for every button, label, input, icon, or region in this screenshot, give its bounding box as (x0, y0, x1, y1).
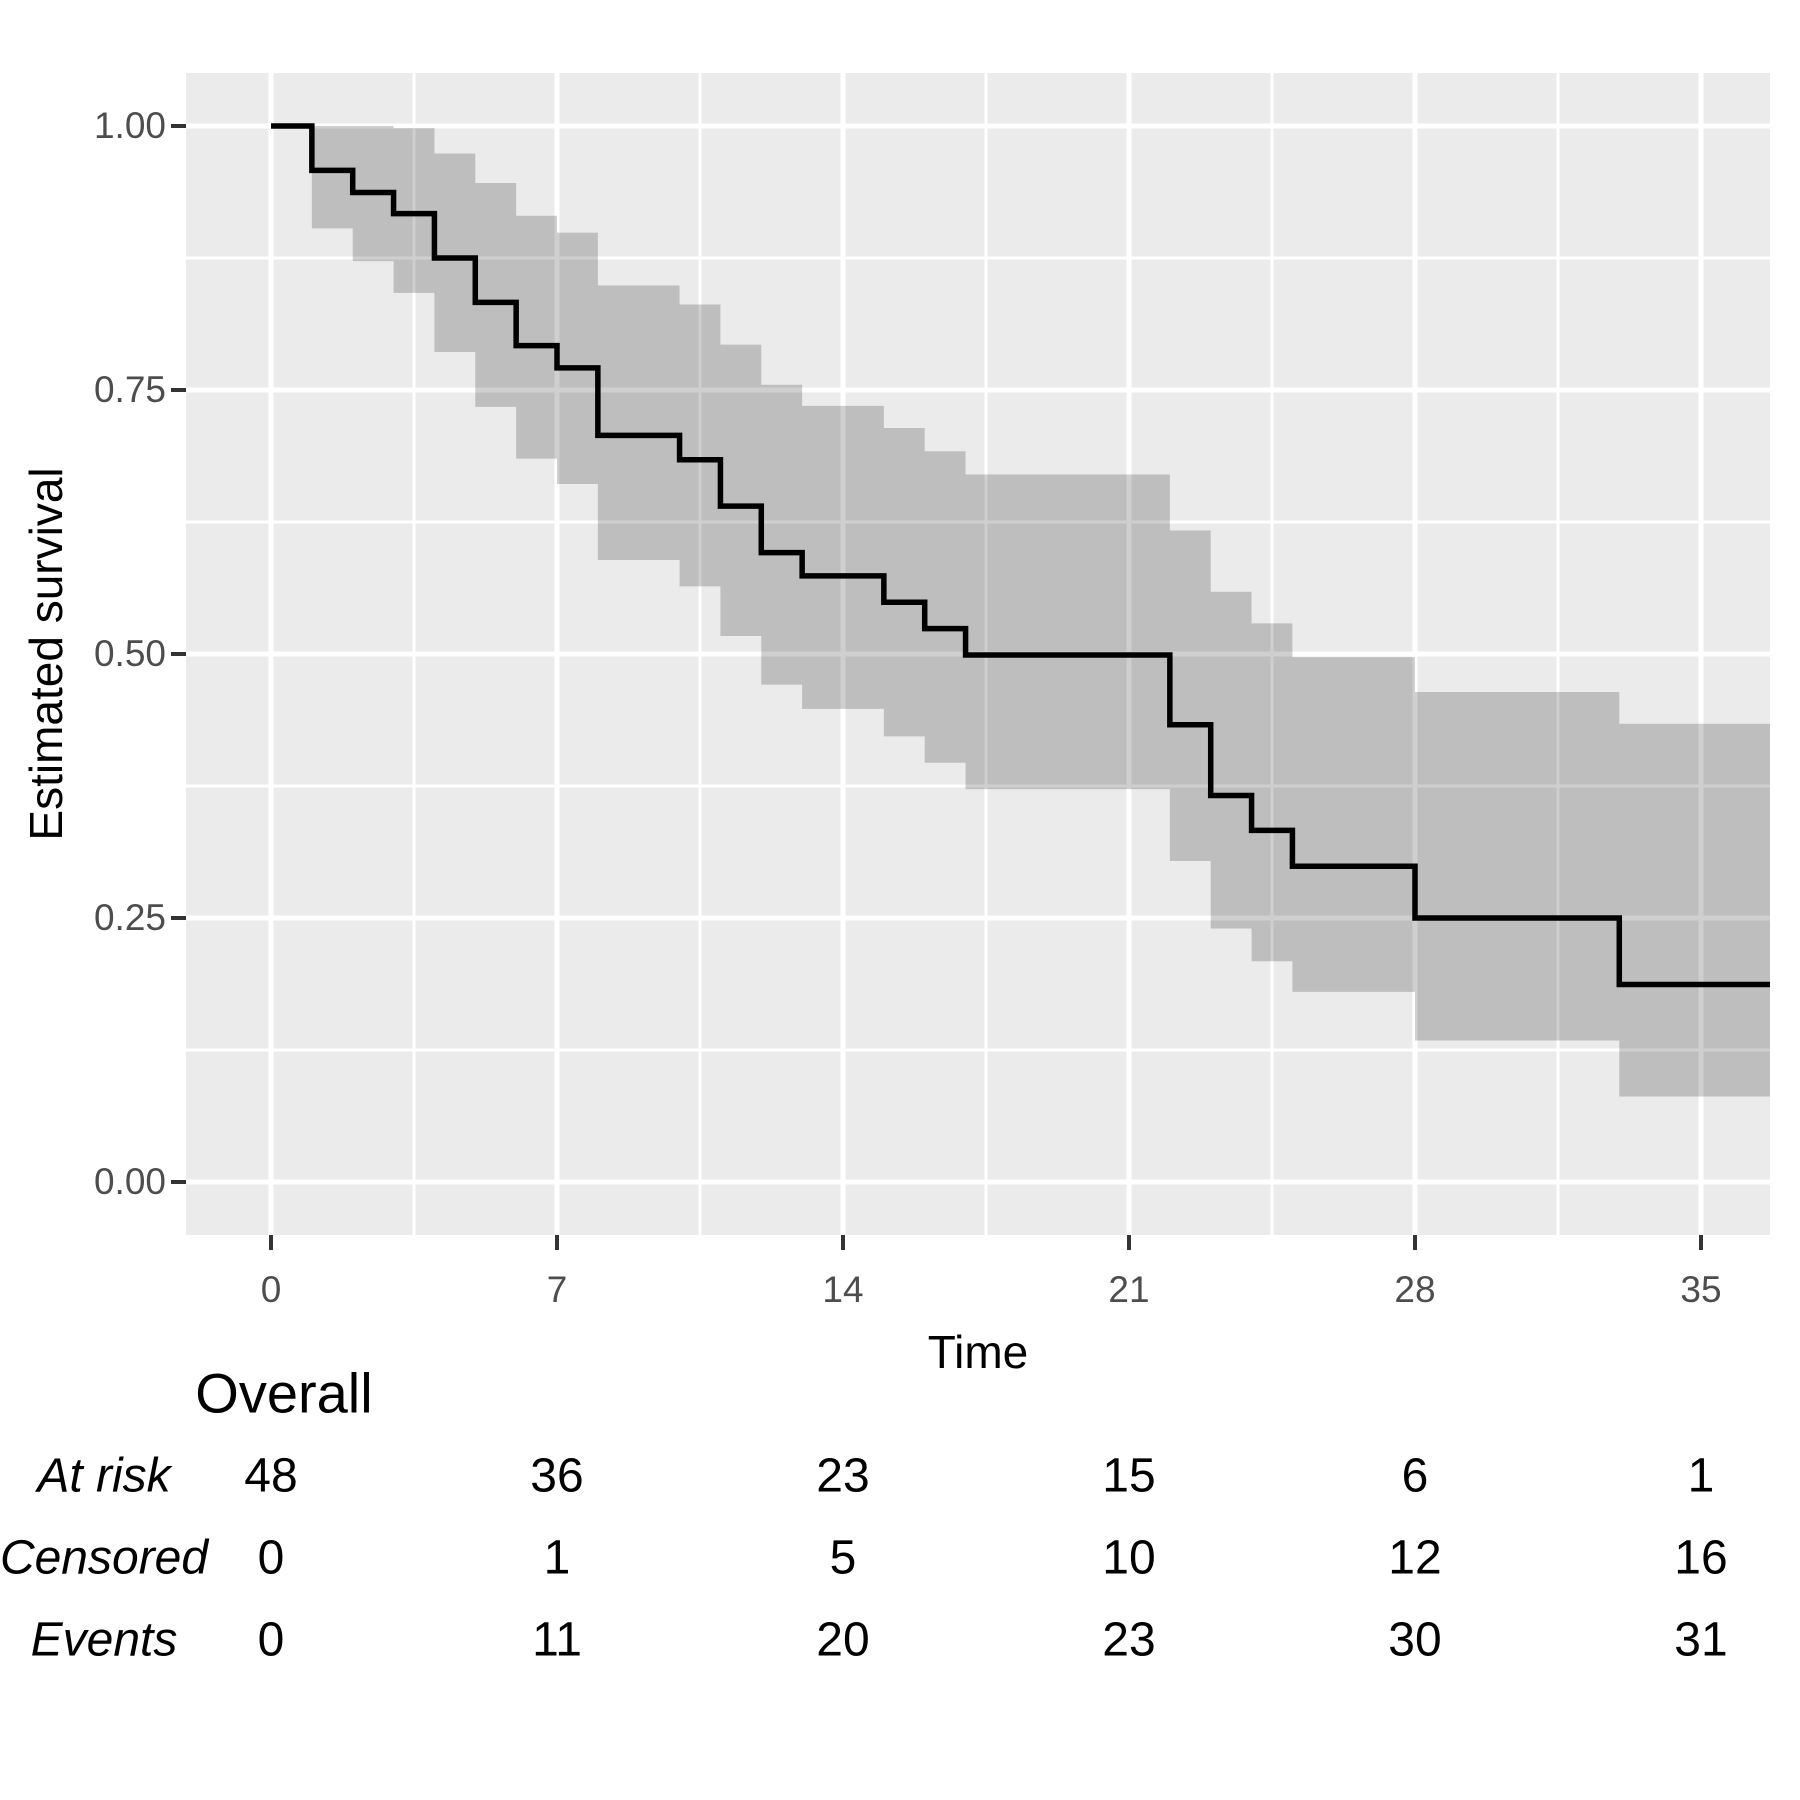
survival-curve (271, 123, 1770, 988)
y-tick-label: 1.00 (93, 105, 166, 146)
risk-table-value: 15 (1102, 1449, 1156, 1503)
risk-table-value: 0 (257, 1531, 285, 1585)
risk-table-value: 0 (257, 1613, 285, 1667)
x-tick-label: 0 (260, 1269, 282, 1310)
x-axis-title: Time (927, 1326, 1029, 1378)
risk-table-value: 23 (1102, 1613, 1156, 1667)
x-tick-label: 28 (1394, 1269, 1436, 1310)
y-tick-label: 0.00 (93, 1161, 166, 1202)
y-tick-label: 0.75 (93, 369, 166, 410)
risk-table-row-label-at-risk: At risk (37, 1449, 171, 1503)
risk-table-value: 16 (1674, 1531, 1728, 1585)
risk-table-value: 12 (1388, 1531, 1442, 1585)
risk-table-value: 48 (244, 1449, 298, 1503)
risk-table-row-label-events: Events (30, 1613, 178, 1667)
risk-table-value: 36 (530, 1449, 584, 1503)
x-tick-label: 7 (546, 1269, 568, 1310)
x-tick-label: 21 (1108, 1269, 1150, 1310)
risk-table-value: 30 (1388, 1613, 1442, 1667)
risk-table-value: 6 (1401, 1449, 1429, 1503)
y-tick-label: 0.50 (93, 633, 166, 674)
risk-table-value: 31 (1674, 1613, 1728, 1667)
y-axis-title: Estimated survival (20, 467, 72, 841)
risk-table-value: 1 (1687, 1449, 1715, 1503)
risk-table-value: 20 (816, 1613, 870, 1667)
risk-table-value: 5 (829, 1531, 857, 1585)
risk-table-value: 11 (532, 1613, 582, 1667)
risk-table-row-label-censored: Censored (0, 1531, 209, 1585)
x-tick-label: 35 (1680, 1269, 1722, 1310)
x-tick-label: 14 (822, 1269, 864, 1310)
risk-table-group-title: Overall (195, 1361, 373, 1425)
confidence-band (311, 126, 1771, 1097)
risk-table-value: 23 (816, 1449, 870, 1503)
risk-table-value: 1 (543, 1531, 571, 1585)
y-tick-label: 0.25 (93, 897, 166, 938)
risk-table-value: 10 (1102, 1531, 1156, 1585)
